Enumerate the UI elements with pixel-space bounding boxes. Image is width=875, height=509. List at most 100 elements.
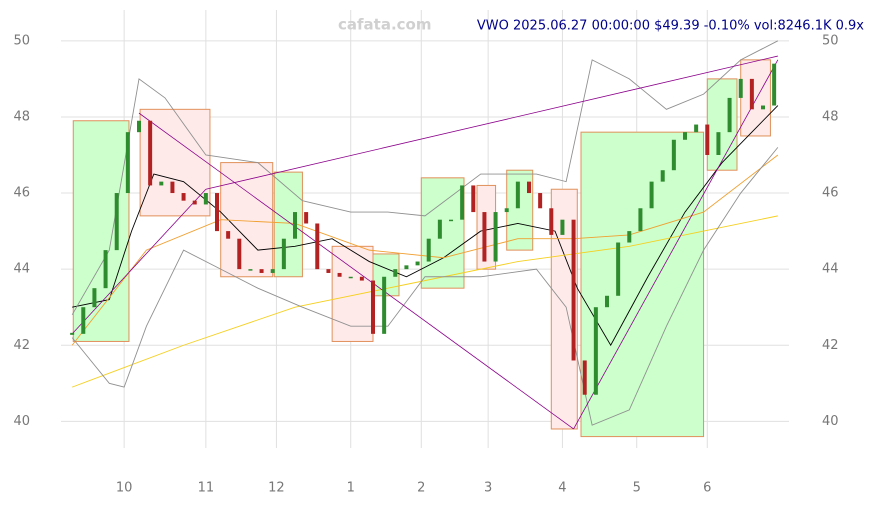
candle [638, 208, 643, 232]
candle [92, 288, 97, 308]
candle [560, 219, 565, 235]
candle [281, 238, 286, 270]
range-box [740, 59, 771, 137]
candle [694, 124, 699, 133]
candle [716, 132, 721, 155]
candle [270, 269, 275, 273]
candle [148, 120, 153, 186]
candle [203, 193, 208, 205]
trend-line [138, 112, 574, 430]
candle [593, 307, 598, 395]
y-tick-label: 48 [822, 109, 839, 124]
overlay-line [72, 105, 779, 347]
trend-line [573, 59, 779, 430]
y-tick-label: 42 [822, 338, 839, 353]
y-tick-label: 40 [13, 414, 30, 429]
candle [738, 78, 743, 98]
candle [415, 261, 420, 266]
candle [571, 219, 576, 361]
y-tick-label: 48 [13, 109, 30, 124]
candle [137, 120, 141, 133]
candle [293, 212, 297, 239]
y-tick-label: 42 [13, 338, 30, 353]
candle [616, 242, 621, 296]
candle [337, 272, 342, 277]
candle [504, 208, 509, 213]
candle [727, 97, 732, 133]
candle [627, 231, 632, 243]
candle [248, 269, 253, 271]
candle [81, 307, 86, 334]
range-box [706, 78, 738, 171]
candle [215, 193, 219, 232]
candle [326, 269, 331, 273]
candle [772, 63, 777, 106]
x-tick-label: 4 [558, 481, 566, 496]
overlay-line [71, 40, 779, 316]
y-tick-label: 46 [822, 186, 839, 201]
candle [671, 139, 676, 171]
y-tick-label: 44 [822, 262, 839, 277]
y-tick-label: 50 [822, 33, 839, 48]
candle [159, 181, 164, 186]
candle [527, 181, 531, 194]
overlay-line [71, 215, 778, 388]
candle [404, 265, 409, 270]
candle [170, 181, 175, 194]
candle [348, 276, 353, 279]
candle [471, 185, 476, 213]
trend-line [205, 55, 778, 190]
candle [749, 78, 754, 110]
candle [437, 219, 442, 239]
x-tick-label: 6 [703, 481, 711, 496]
watermark: cafata.com [338, 16, 431, 34]
candle [237, 238, 242, 270]
trend-line [71, 188, 207, 335]
x-tick-label: 12 [268, 481, 285, 496]
candle [582, 360, 587, 395]
y-tick-label: 50 [13, 33, 30, 48]
candle [660, 170, 665, 182]
x-tick-label: 11 [198, 481, 215, 496]
range-box [580, 131, 705, 438]
candle [649, 181, 654, 209]
x-tick-label: 10 [116, 481, 133, 496]
candle [304, 212, 309, 224]
x-tick-label: 3 [484, 481, 492, 496]
overlay-line [71, 147, 779, 426]
candle [315, 223, 320, 270]
overlay-line [71, 154, 779, 346]
candle [683, 132, 687, 140]
candle [103, 250, 108, 289]
candle [125, 132, 130, 194]
candle [371, 280, 375, 334]
x-tick-label: 5 [633, 481, 641, 496]
candle [482, 212, 487, 262]
candle [192, 200, 197, 205]
candle [181, 193, 186, 201]
candle [549, 208, 554, 235]
candle [515, 181, 520, 209]
candle [382, 276, 387, 334]
candle [393, 269, 398, 277]
candle [226, 231, 231, 239]
candle [114, 193, 119, 251]
candle [359, 276, 364, 281]
candle [426, 238, 431, 262]
candle [259, 269, 264, 273]
candle [705, 124, 710, 155]
y-tick-label: 40 [822, 414, 839, 429]
candle [538, 193, 543, 209]
candle [449, 219, 453, 222]
chart-title: VWO 2025.06.27 00:00:00 $49.39 -0.10% vo… [477, 19, 864, 34]
y-tick-label: 44 [13, 262, 30, 277]
y-tick-label: 46 [13, 186, 30, 201]
candle [605, 295, 609, 308]
range-box [331, 245, 374, 342]
candle [761, 105, 765, 110]
range-box [420, 177, 465, 289]
candle [460, 185, 465, 220]
x-tick-label: 2 [417, 481, 425, 496]
x-tick-label: 1 [347, 481, 355, 496]
